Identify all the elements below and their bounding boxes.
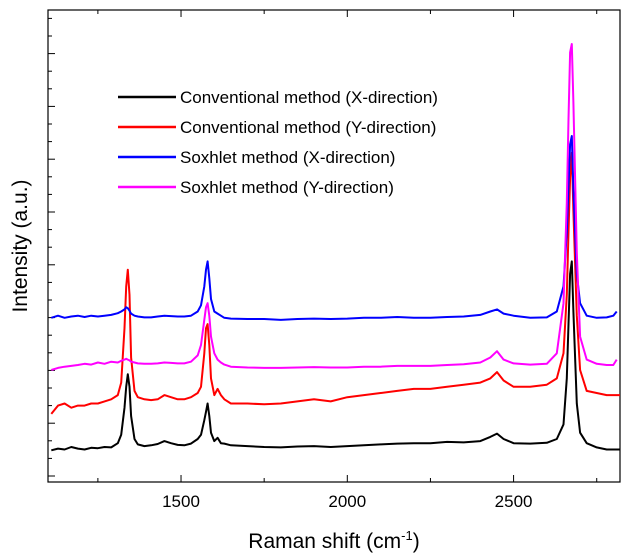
series-line-1 bbox=[51, 260, 620, 452]
legend-label-4: Soxhlet method (Y-direction) bbox=[180, 178, 394, 197]
legend: Conventional method (X-direction) Convent… bbox=[118, 88, 438, 197]
series-line-3 bbox=[51, 135, 618, 321]
legend-label-3: Soxhlet method (X-direction) bbox=[180, 148, 395, 167]
x-axis-ticks: 1500 2000 2500 bbox=[97, 10, 598, 511]
legend-label-1: Conventional method (X-direction) bbox=[180, 88, 438, 107]
x-tick-label: 2500 bbox=[495, 492, 533, 511]
x-tick-label: 1500 bbox=[162, 492, 200, 511]
y-axis-ticks bbox=[48, 17, 55, 477]
legend-label-2: Conventional method (Y-direction) bbox=[180, 118, 436, 137]
x-axis-title: Raman shift (cm-1) bbox=[248, 528, 419, 553]
series-line-4 bbox=[51, 43, 618, 371]
series-group bbox=[50, 43, 620, 452]
y-axis-title: Intensity (a.u.) bbox=[9, 179, 32, 312]
series-line-2 bbox=[50, 151, 620, 415]
plot-frame bbox=[47, 9, 621, 483]
x-tick-label: 2000 bbox=[328, 492, 366, 511]
